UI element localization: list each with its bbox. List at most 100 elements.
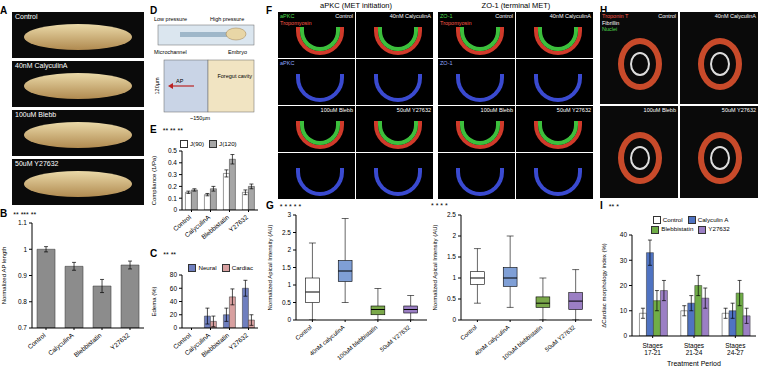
html-text:Blebbistatin: Blebbistatin <box>661 225 694 233</box>
html-text:Control: Control <box>335 13 353 19</box>
svg-text:0.5: 0.5 <box>168 147 177 154</box>
svg-text:10: 10 <box>620 307 628 314</box>
svg-text:0: 0 <box>623 332 627 339</box>
svg-text:50uM Y27632: 50uM Y27632 <box>544 324 577 353</box>
svg-text:High pressure: High pressure <box>210 16 244 22</box>
svg-text:0.5: 0.5 <box>282 299 291 306</box>
html-text:A: A <box>0 5 8 16</box>
svg-text:Blebbistatin: Blebbistatin <box>200 331 231 358</box>
svg-text:Low pressure: Low pressure <box>154 16 187 22</box>
svg-text:1.1: 1.1 <box>18 219 27 226</box>
svg-text:0.1: 0.1 <box>168 195 177 202</box>
svg-text:2.5: 2.5 <box>447 211 456 218</box>
svg-text:1: 1 <box>452 274 456 281</box>
svg-text:0: 0 <box>173 324 177 331</box>
svg-text:AP: AP <box>176 78 184 84</box>
svg-text:Edema (%): Edema (%) <box>151 286 157 316</box>
svg-text:CalyculinA: CalyculinA <box>46 331 75 357</box>
svg-text:ΔCardiac morphology index (%): ΔCardiac morphology index (%) <box>601 243 607 328</box>
svg-text:40: 40 <box>620 231 628 238</box>
html-text:ZO-1 (terminal MET): ZO-1 (terminal MET) <box>481 1 551 10</box>
svg-text:Blebbistatin: Blebbistatin <box>72 331 103 358</box>
html-text:E: E <box>150 124 157 135</box>
html-text:100uM Blebb: 100uM Blebb <box>15 111 57 118</box>
svg-text:80: 80 <box>170 271 178 278</box>
svg-text:Microchannel: Microchannel <box>154 49 187 55</box>
html-text:Y27632: Y27632 <box>708 225 730 233</box>
svg-text:2.5: 2.5 <box>282 229 291 236</box>
html-text:D: D <box>150 5 158 16</box>
svg-text:Normalized AP length: Normalized AP length <box>1 247 7 305</box>
svg-text:1: 1 <box>287 281 291 288</box>
svg-text:~150µm: ~150µm <box>190 115 211 121</box>
svg-text:20: 20 <box>170 311 178 318</box>
svg-text:CalyculinA: CalyculinA <box>183 331 212 357</box>
svg-text:Stages24-27: Stages24-27 <box>725 342 746 356</box>
svg-text:Control: Control <box>294 324 313 341</box>
html-text:40nM CalyculinA: 40nM CalyculinA <box>389 13 431 19</box>
html-text:Fibrillin: Fibrillin <box>602 19 620 26</box>
svg-text:Normalized Apical Intensity (A: Normalized Apical Intensity (AU) <box>267 224 273 310</box>
svg-text:0.9: 0.9 <box>18 272 27 279</box>
svg-text:2: 2 <box>452 232 456 239</box>
svg-text:Y27632: Y27632 <box>227 331 249 351</box>
html-text:C: C <box>150 248 158 259</box>
html-text:Control: Control <box>662 216 683 223</box>
html-text:Control: Control <box>15 13 38 20</box>
svg-text:120µm: 120µm <box>154 77 160 94</box>
svg-text:1.5: 1.5 <box>282 264 291 271</box>
svg-text:Control: Control <box>26 331 47 350</box>
svg-text:20: 20 <box>620 282 628 289</box>
svg-text:50uM Y27632: 50uM Y27632 <box>379 324 412 353</box>
html-text:Calyculin A: Calyculin A <box>697 216 729 223</box>
svg-text:100uM blebbistatin: 100uM blebbistatin <box>501 324 543 361</box>
svg-text:Compliance (1/Pa): Compliance (1/Pa) <box>151 156 157 206</box>
svg-text:Control: Control <box>171 331 193 351</box>
html-text:aPKC: aPKC <box>280 13 295 19</box>
html-text:G: G <box>266 200 274 211</box>
svg-text:Y27632: Y27632 <box>227 213 249 233</box>
svg-text:Control: Control <box>459 324 478 341</box>
svg-text:Stages21-24: Stages21-24 <box>684 342 705 356</box>
svg-text:40: 40 <box>170 298 178 305</box>
svg-text:0.5: 0.5 <box>447 295 456 302</box>
svg-text:40nM calyculinA: 40nM calyculinA <box>473 324 511 357</box>
html-text:Tropomyosin: Tropomyosin <box>280 19 312 26</box>
svg-text:0.2: 0.2 <box>168 183 177 190</box>
svg-text:Stages17-21: Stages17-21 <box>643 342 664 356</box>
svg-text:30: 30 <box>620 257 628 264</box>
svg-text:Foregut cavity: Foregut cavity <box>217 73 252 79</box>
svg-text:3: 3 <box>287 211 291 218</box>
svg-text:Y27632: Y27632 <box>109 331 131 351</box>
html-text:Cardiac: Cardiac <box>231 264 253 271</box>
svg-text:0: 0 <box>173 206 177 213</box>
svg-text:Treatment Period: Treatment Period <box>667 360 721 366</box>
html-text:J(120): J(120) <box>219 140 237 147</box>
svg-text:Control: Control <box>171 213 193 233</box>
html-text:H: H <box>600 5 608 16</box>
svg-text:0.4: 0.4 <box>168 159 177 166</box>
html-text:50uM Y27632: 50uM Y27632 <box>15 160 59 167</box>
svg-text:1.5: 1.5 <box>447 253 456 260</box>
svg-text:Embryo: Embryo <box>228 49 247 55</box>
svg-text:40nM calyculinA: 40nM calyculinA <box>308 324 346 357</box>
svg-text:2: 2 <box>287 246 291 253</box>
svg-text:CalyculinA: CalyculinA <box>183 213 212 239</box>
svg-text:0: 0 <box>452 316 456 323</box>
svg-text:100uM blebbistatin: 100uM blebbistatin <box>336 324 378 361</box>
html-text:J(90): J(90) <box>190 140 205 147</box>
html-text:40nM CalyculinA: 40nM CalyculinA <box>15 62 68 69</box>
svg-text:0.8: 0.8 <box>18 298 27 305</box>
svg-text:60: 60 <box>170 285 178 292</box>
html-text:F: F <box>266 5 273 16</box>
html-text:Tropomyosin: Tropomyosin <box>440 19 472 26</box>
svg-text:0: 0 <box>287 316 291 323</box>
html-text:B: B <box>0 208 8 219</box>
svg-text:0.3: 0.3 <box>168 171 177 178</box>
html-text:Neural: Neural <box>198 264 217 271</box>
svg-text:1: 1 <box>23 246 27 253</box>
svg-text:Normalized Apical Intensity (A: Normalized Apical Intensity (AU) <box>432 224 438 310</box>
svg-text:Blebbistatin: Blebbistatin <box>200 213 231 240</box>
html-text:aPKC (MET initiation): aPKC (MET initiation) <box>320 1 392 10</box>
svg-text:0.7: 0.7 <box>18 324 27 331</box>
